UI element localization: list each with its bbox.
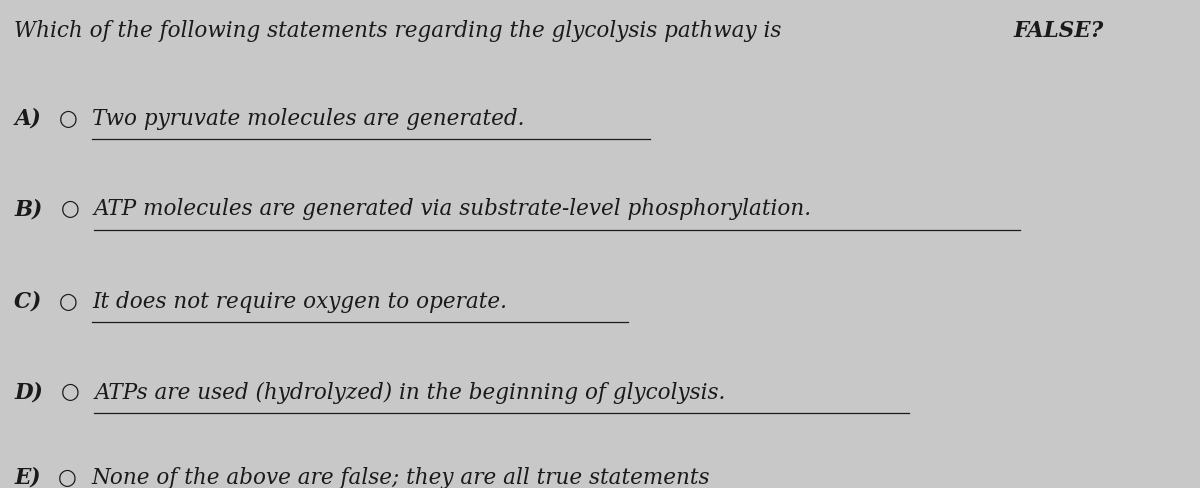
Text: ATP molecules are generated via substrate-level phosphorylation.: ATP molecules are generated via substrat… — [94, 198, 811, 220]
Text: ○: ○ — [59, 466, 84, 488]
Text: ○: ○ — [59, 107, 84, 129]
Text: C): C) — [14, 290, 49, 312]
Text: B): B) — [14, 198, 50, 220]
Text: A): A) — [14, 107, 49, 129]
Text: Which of the following statements regarding the glycolysis pathway is: Which of the following statements regard… — [14, 20, 788, 41]
Text: ○: ○ — [59, 290, 85, 312]
Text: FALSE?: FALSE? — [1014, 20, 1104, 41]
Text: E): E) — [14, 466, 48, 488]
Text: None of the above are false; they are all true statements: None of the above are false; they are al… — [91, 466, 710, 488]
Text: ○: ○ — [60, 198, 86, 220]
Text: ○: ○ — [61, 381, 86, 403]
Text: It does not require oxygen to operate.: It does not require oxygen to operate. — [92, 290, 508, 312]
Text: D): D) — [14, 381, 50, 403]
Text: ATPs are used (hydrolyzed) in the beginning of glycolysis.: ATPs are used (hydrolyzed) in the beginn… — [95, 381, 726, 403]
Text: Two pyruvate molecules are generated.: Two pyruvate molecules are generated. — [91, 107, 524, 129]
